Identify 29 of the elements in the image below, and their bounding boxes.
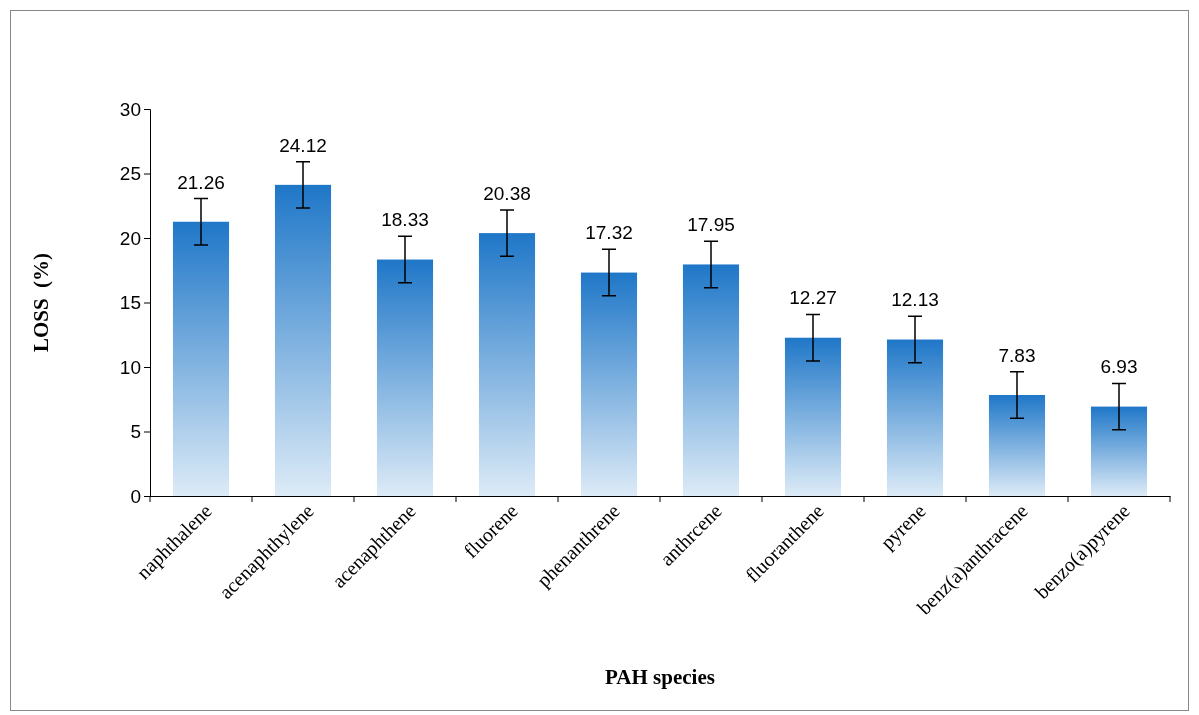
data-label: 12.27 [789,287,837,309]
y-axis-title: LOSS (%) [29,252,53,353]
data-label: 6.93 [1100,356,1138,378]
bar [580,272,638,496]
data-label: 20.38 [483,182,531,204]
bar [274,184,332,496]
data-label: 17.95 [687,214,735,236]
bar [988,394,1046,496]
y-tick-label: 5 [130,421,141,443]
bar [682,264,740,496]
x-axis-title: PAH species [605,665,715,689]
y-tick-label: 25 [119,163,141,185]
bar [1090,406,1148,496]
data-label: 18.33 [381,209,429,231]
bar [172,221,230,496]
data-label: 7.83 [998,344,1036,366]
y-tick-label: 0 [130,485,141,507]
y-tick-label: 15 [119,292,141,314]
bar [886,339,944,496]
y-tick-label: 20 [119,227,141,249]
bar [784,337,842,496]
data-label: 17.32 [585,222,633,244]
data-label: 12.13 [891,289,939,311]
y-tick-label: 10 [119,356,141,378]
data-label: 21.26 [177,171,225,193]
data-label: 24.12 [279,134,327,156]
bar [478,233,536,496]
y-tick-label: 30 [119,98,141,120]
bar [376,259,434,496]
